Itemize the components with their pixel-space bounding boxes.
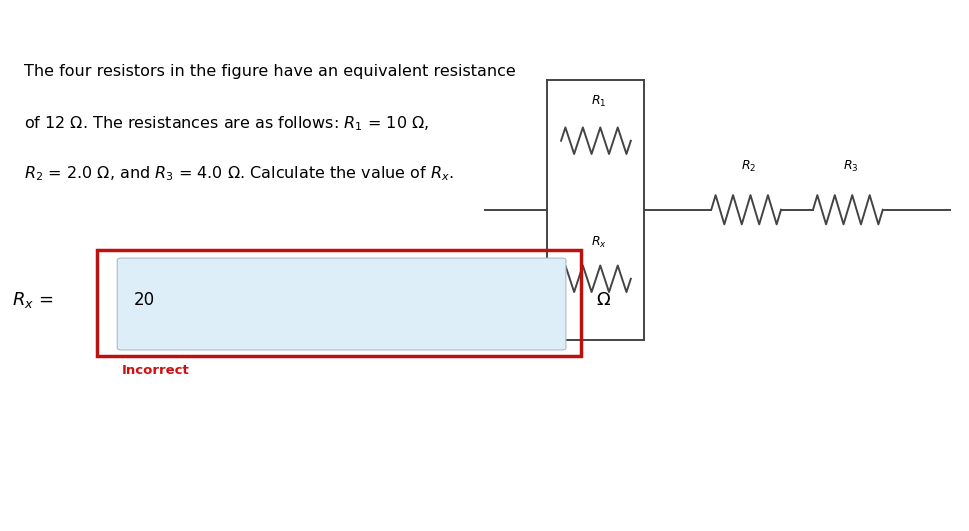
Text: Incorrect: Incorrect [122,364,190,376]
Text: $R_3$: $R_3$ [843,159,859,174]
Text: of 12 Ω. The resistances are as follows: $R_1$ = 10 Ω,: of 12 Ω. The resistances are as follows:… [24,114,429,133]
Text: Ω: Ω [596,291,610,309]
FancyBboxPatch shape [117,258,566,350]
Text: 20: 20 [134,291,155,309]
Text: $R_1$: $R_1$ [591,94,607,109]
Text: The four resistors in the figure have an equivalent resistance: The four resistors in the figure have an… [24,64,516,79]
Text: $R_2$: $R_2$ [741,159,757,174]
Text: $R_2$ = 2.0 Ω, and $R_3$ = 4.0 Ω. Calculate the value of $R_x$.: $R_2$ = 2.0 Ω, and $R_3$ = 4.0 Ω. Calcul… [24,165,453,183]
Text: $R_x$ =: $R_x$ = [12,290,53,310]
Text: $R_x$: $R_x$ [591,235,607,250]
Bar [97,250,581,356]
